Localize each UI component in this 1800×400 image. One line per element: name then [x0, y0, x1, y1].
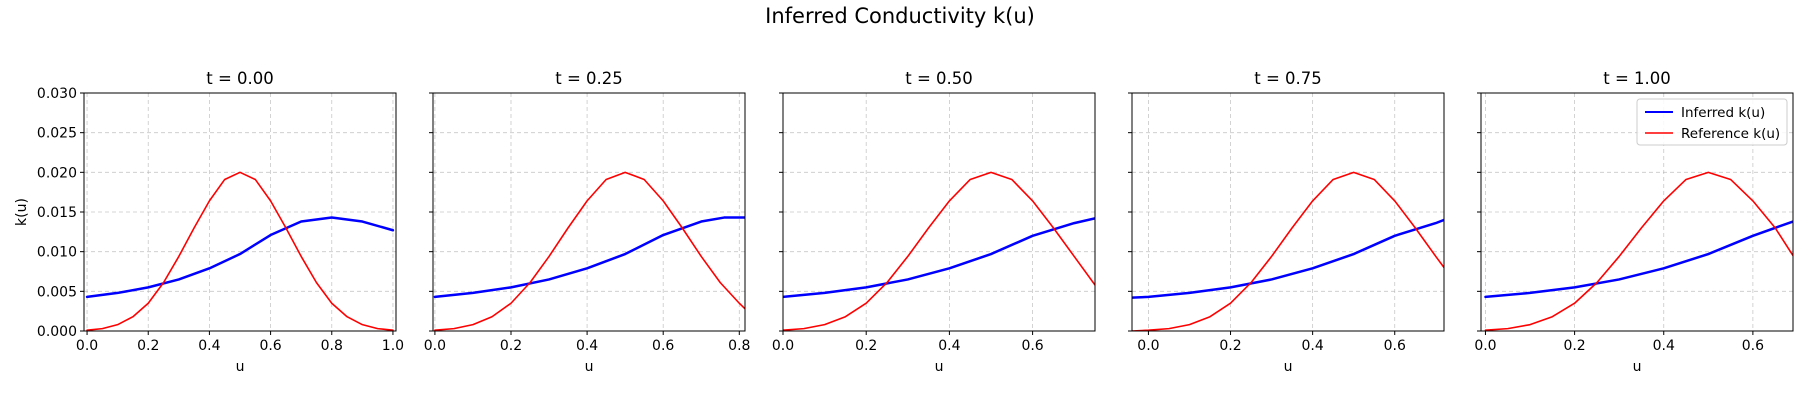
y-tick-label: 0.025: [37, 126, 77, 142]
y-axis-label: k(u): [14, 198, 30, 226]
panel-title: t = 1.00: [1603, 69, 1671, 88]
x-tick-label: 0.2: [855, 338, 877, 354]
inferred-series-line: [85, 216, 395, 299]
x-tick-label: 0.6: [1021, 338, 1043, 354]
x-tick-label: 0.8: [321, 338, 343, 354]
legend-box: [1636, 98, 1788, 146]
panel-4: 0.0 0.2 0.4 0.6 u t = 1.00 Inferred k(u) Refere…: [1474, 69, 1794, 375]
panel-title: t = 0.25: [555, 69, 623, 88]
x-tick-label: 0.4: [576, 338, 598, 354]
x-axis-label: u: [1633, 359, 1642, 375]
panel-2: 0.0 0.2 0.4 0.6 u t = 0.50: [772, 69, 1096, 375]
x-tick-label: 0.0: [772, 338, 794, 354]
x-tick-label: 0.2: [137, 338, 159, 354]
legend: Inferred k(u) Reference k(u): [1636, 98, 1788, 146]
y-tick-label: 0.010: [37, 245, 77, 261]
inferred-series-line: [433, 216, 745, 299]
x-tick-label: 0.4: [1653, 338, 1675, 354]
x-axis-label: u: [1284, 359, 1293, 375]
panel-title: t = 0.75: [1254, 69, 1322, 88]
panel-1: 0.0 0.2 0.4 0.6 0.8 u t = 0.25: [424, 69, 751, 375]
y-tick-label: 0.030: [37, 86, 77, 102]
x-tick-label: 0.4: [1301, 338, 1323, 354]
x-tick-label: 0.0: [1474, 338, 1496, 354]
legend-entry-label: Reference k(u): [1681, 126, 1780, 142]
reference-series-line: [1132, 171, 1444, 331]
y-tick-label: 0.005: [37, 284, 77, 300]
legend-entry-label: Inferred k(u): [1681, 105, 1765, 121]
x-axis-label: u: [935, 359, 944, 375]
x-tick-label: 0.4: [198, 338, 220, 354]
x-tick-label: 0.0: [76, 338, 98, 354]
x-tick-label: 0.2: [1219, 338, 1241, 354]
x-tick-label: 0.6: [259, 338, 281, 354]
x-tick-label: 0.0: [1137, 338, 1159, 354]
reference-series-line: [1484, 171, 1793, 331]
reference-series-line: [434, 171, 745, 331]
x-tick-label: 0.2: [1563, 338, 1585, 354]
panel-title: t = 0.50: [905, 69, 973, 88]
reference-series-line: [783, 171, 1095, 331]
x-tick-label: 0.2: [500, 338, 522, 354]
inferred-series-line: [1132, 218, 1444, 299]
y-tick-label: 0.020: [37, 165, 77, 181]
panel-title: t = 0.00: [206, 69, 274, 88]
reference-series-line: [86, 171, 394, 331]
x-tick-label: 0.6: [1384, 338, 1406, 354]
panel-0: 0.0 0.2 0.4 0.6 0.8 1.0 0.000 0.005 0.010 0.015 0.…: [14, 69, 404, 375]
x-tick-label: 1.0: [382, 338, 404, 354]
inferred-series-line: [1484, 220, 1793, 299]
x-tick-label: 0.0: [424, 338, 446, 354]
y-tick-label: 0.000: [37, 324, 77, 340]
x-axis-label: u: [585, 359, 594, 375]
figure-title: Inferred Conductivity k(u): [765, 4, 1035, 28]
y-tick-label: 0.015: [37, 205, 77, 221]
x-tick-label: 0.8: [728, 338, 750, 354]
x-tick-label: 0.6: [1742, 338, 1764, 354]
panel-3: 0.0 0.2 0.4 0.6 u t = 0.75: [1128, 69, 1445, 375]
inferred-series-line: [783, 217, 1095, 299]
chart-panels: 0.0 0.2 0.4 0.6 0.8 1.0 0.000 0.005 0.010 0.015 0.…: [14, 69, 1794, 375]
x-axis-label: u: [236, 359, 245, 375]
x-tick-label: 0.6: [652, 338, 674, 354]
x-tick-label: 0.4: [938, 338, 960, 354]
